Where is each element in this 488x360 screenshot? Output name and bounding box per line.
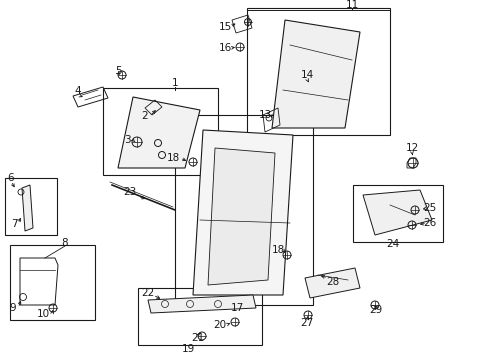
Text: 20: 20 (213, 320, 226, 330)
Text: 27: 27 (300, 318, 313, 328)
Bar (352, 185, 442, 242)
Text: 25: 25 (423, 203, 436, 213)
Text: 8: 8 (61, 238, 68, 248)
Text: 7: 7 (11, 219, 17, 229)
Text: 23: 23 (123, 187, 136, 197)
Text: 18: 18 (166, 153, 179, 163)
Text: 6: 6 (8, 173, 14, 183)
Bar (138, 288, 262, 345)
Text: 21: 21 (191, 333, 204, 343)
Text: 4: 4 (75, 86, 81, 96)
Text: 2: 2 (142, 111, 148, 121)
Text: 10: 10 (37, 309, 49, 319)
Text: 3: 3 (123, 135, 130, 145)
Text: 18: 18 (271, 245, 284, 255)
Text: 14: 14 (300, 70, 313, 80)
Bar (103, 88, 218, 175)
Bar (10, 245, 95, 320)
Polygon shape (118, 97, 200, 168)
Text: 11: 11 (345, 0, 358, 10)
Bar (5, 178, 57, 235)
Polygon shape (207, 148, 274, 285)
Polygon shape (22, 185, 33, 231)
Text: 19: 19 (181, 344, 194, 354)
Text: 22: 22 (141, 288, 154, 298)
Text: 9: 9 (10, 303, 16, 313)
Text: 15: 15 (218, 22, 231, 32)
Bar (175, 115, 312, 305)
Polygon shape (193, 130, 292, 295)
Text: 29: 29 (368, 305, 382, 315)
Text: 13: 13 (258, 110, 271, 120)
Text: 16: 16 (218, 43, 231, 53)
Text: 12: 12 (405, 143, 418, 153)
Text: 17: 17 (230, 303, 243, 313)
Polygon shape (271, 20, 359, 128)
Text: 24: 24 (386, 239, 399, 249)
Text: 26: 26 (423, 218, 436, 228)
Text: 1: 1 (171, 78, 178, 88)
Polygon shape (305, 268, 359, 298)
Polygon shape (148, 295, 256, 313)
Polygon shape (362, 190, 431, 235)
Text: 5: 5 (116, 66, 122, 76)
Text: 28: 28 (325, 277, 339, 287)
Bar (246, 8, 389, 135)
